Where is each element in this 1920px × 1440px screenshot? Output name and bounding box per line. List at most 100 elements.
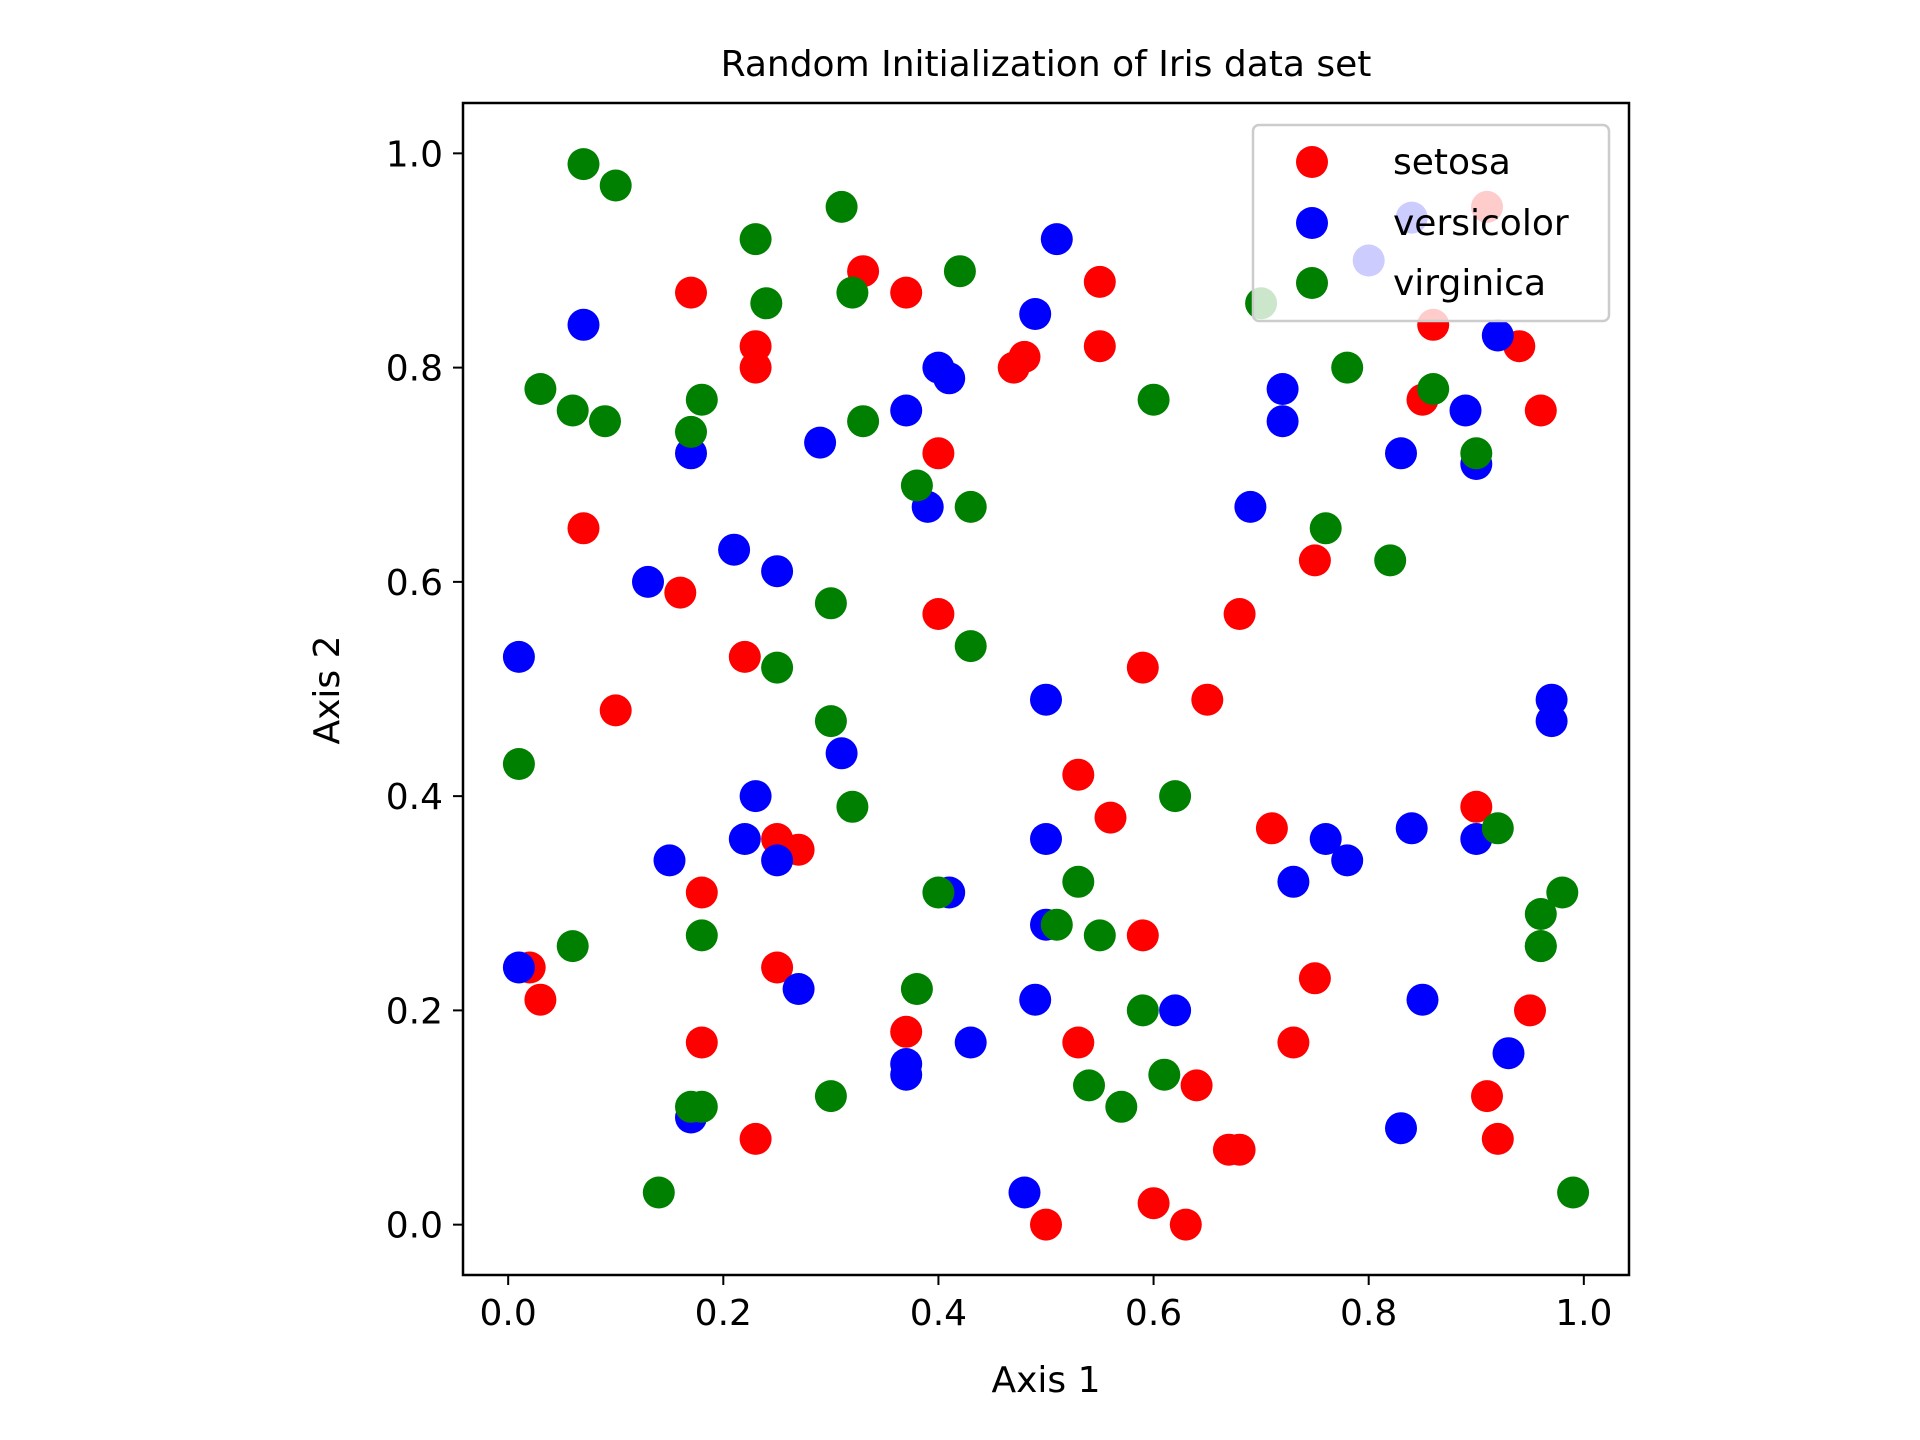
- point-setosa-49: [1524, 394, 1557, 427]
- chart-title: Random Initialization of Iris data set: [721, 44, 1372, 85]
- point-virginica-25: [922, 876, 955, 909]
- x-tick-label-5: 1.0: [1555, 1293, 1612, 1334]
- point-versicolor-10: [761, 555, 794, 588]
- point-virginica-44: [1481, 812, 1514, 845]
- point-virginica-41: [1374, 544, 1407, 577]
- point-virginica-7: [642, 1176, 675, 1209]
- point-setosa-22: [1030, 1208, 1062, 1241]
- point-virginica-18: [814, 705, 847, 738]
- point-setosa-36: [1223, 1133, 1256, 1166]
- point-versicolor-11: [761, 844, 794, 877]
- point-setosa-8: [728, 640, 761, 673]
- point-setosa-4: [664, 576, 697, 609]
- point-setosa-31: [1169, 1208, 1202, 1241]
- point-virginica-16: [814, 587, 847, 620]
- point-setosa-32: [1180, 1069, 1213, 1102]
- legend: setosa versicolor virginica: [1251, 123, 1611, 323]
- point-setosa-6: [685, 1026, 718, 1059]
- point-versicolor-36: [1331, 844, 1364, 877]
- x-tick-label-1: 0.2: [695, 1293, 752, 1334]
- x-axis-ticks: 0.0 0.2 0.4 0.6 0.8 1.0: [480, 1275, 1612, 1334]
- legend-label-virginica: virginica: [1393, 263, 1546, 304]
- point-versicolor-8: [728, 823, 761, 855]
- point-virginica-32: [1083, 919, 1116, 952]
- point-virginica-42: [1417, 373, 1450, 405]
- point-virginica-29: [1040, 908, 1073, 941]
- legend-label-versicolor: versicolor: [1393, 203, 1569, 244]
- point-versicolor-33: [1266, 405, 1299, 438]
- point-virginica-15: [761, 651, 794, 684]
- point-virginica-43: [1460, 437, 1493, 470]
- point-virginica-33: [1105, 1090, 1138, 1123]
- point-virginica-5: [589, 405, 621, 438]
- point-virginica-0: [502, 748, 535, 780]
- point-virginica-21: [836, 790, 869, 823]
- point-setosa-10: [739, 351, 772, 384]
- point-virginica-30: [1062, 865, 1095, 898]
- point-versicolor-26: [1030, 683, 1062, 716]
- point-virginica-2: [556, 394, 589, 427]
- point-versicolor-41: [1395, 812, 1428, 845]
- y-tick-label-4: 0.8: [386, 349, 443, 390]
- point-virginica-3: [556, 930, 589, 963]
- point-versicolor-17: [890, 394, 923, 427]
- point-versicolor-31: [1234, 490, 1267, 523]
- point-versicolor-4: [653, 844, 686, 877]
- point-versicolor-43: [1449, 394, 1482, 427]
- point-virginica-17: [814, 1080, 847, 1113]
- point-setosa-5: [675, 276, 707, 309]
- point-setosa-19: [922, 437, 955, 470]
- point-virginica-35: [1137, 383, 1170, 416]
- x-tick-label-3: 0.6: [1125, 1293, 1182, 1334]
- point-setosa-26: [1083, 330, 1116, 363]
- point-versicolor-38: [1385, 437, 1417, 470]
- point-setosa-3: [599, 694, 632, 727]
- point-setosa-12: [761, 951, 794, 984]
- point-setosa-23: [1062, 758, 1095, 791]
- point-virginica-37: [1159, 780, 1192, 813]
- point-setosa-21: [1008, 340, 1041, 373]
- x-tick-label-0: 0.0: [480, 1293, 537, 1334]
- point-versicolor-16: [890, 1058, 923, 1091]
- point-versicolor-25: [1019, 983, 1052, 1016]
- point-virginica-24: [900, 973, 933, 1005]
- point-versicolor-2: [567, 308, 600, 341]
- point-versicolor-9: [739, 780, 772, 813]
- point-setosa-30: [1137, 1187, 1170, 1220]
- legend-marker-versicolor: [1296, 207, 1328, 239]
- point-virginica-4: [567, 148, 600, 181]
- x-tick-label-4: 0.8: [1340, 1293, 1397, 1334]
- point-virginica-47: [1524, 898, 1557, 930]
- point-virginica-20: [836, 276, 869, 309]
- point-setosa-7: [685, 876, 718, 909]
- x-tick-label-2: 0.4: [910, 1293, 967, 1334]
- point-versicolor-32: [1266, 373, 1299, 405]
- point-versicolor-1: [502, 951, 535, 984]
- point-virginica-49: [1557, 1176, 1590, 1209]
- point-setosa-46: [1481, 1122, 1514, 1155]
- point-setosa-43: [1460, 790, 1493, 823]
- point-virginica-12: [685, 919, 718, 952]
- point-virginica-1: [524, 373, 557, 405]
- point-versicolor-7: [718, 533, 751, 566]
- point-setosa-48: [1514, 994, 1546, 1027]
- point-versicolor-30: [1159, 994, 1192, 1027]
- plot-frame: [461, 101, 1631, 1277]
- y-tick-label-3: 0.6: [386, 563, 443, 604]
- point-versicolor-27: [1030, 823, 1062, 855]
- point-setosa-44: [1471, 1080, 1503, 1113]
- point-virginica-6: [599, 169, 632, 202]
- point-virginica-26: [943, 255, 976, 288]
- point-versicolor-46: [1481, 319, 1514, 352]
- point-virginica-39: [1309, 512, 1342, 545]
- point-virginica-40: [1331, 351, 1364, 384]
- point-virginica-13: [739, 223, 772, 256]
- point-virginica-14: [750, 287, 783, 320]
- y-tick-label-0: 0.0: [386, 1206, 443, 1247]
- point-versicolor-35: [1309, 823, 1342, 855]
- point-setosa-29: [1126, 919, 1159, 952]
- data-points-layer: [502, 148, 1590, 1241]
- point-setosa-1: [524, 983, 557, 1016]
- point-virginica-27: [954, 490, 987, 523]
- point-setosa-27: [1094, 801, 1127, 834]
